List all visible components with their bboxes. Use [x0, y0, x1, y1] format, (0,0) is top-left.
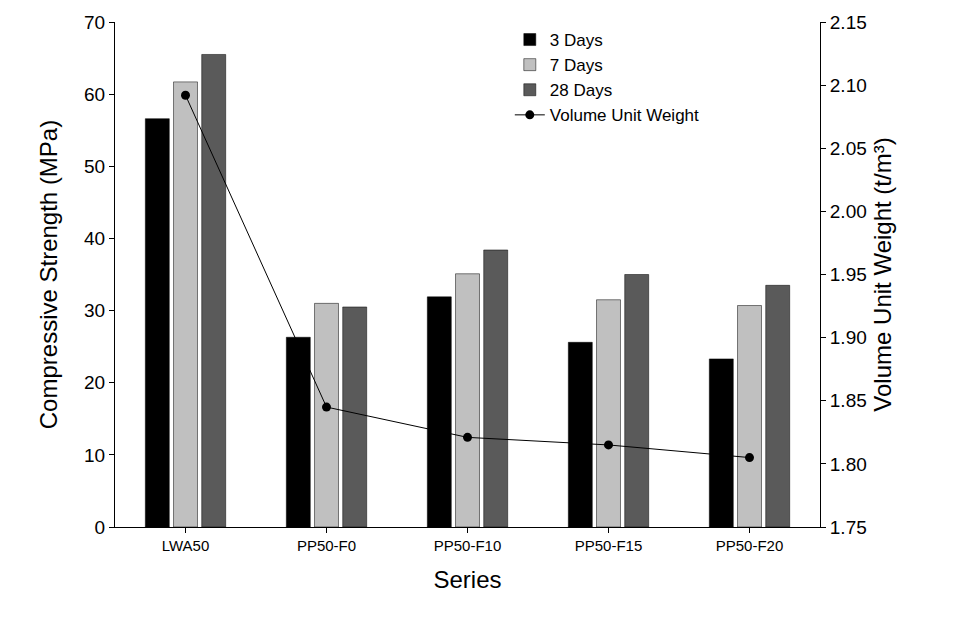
svg-text:20: 20 [84, 372, 105, 393]
svg-text:30: 30 [84, 300, 105, 321]
svg-text:LWA50: LWA50 [162, 537, 210, 554]
svg-text:2.00: 2.00 [830, 201, 867, 222]
svg-text:50: 50 [84, 156, 105, 177]
svg-text:Compressive Strength (MPa): Compressive Strength (MPa) [35, 120, 62, 429]
svg-text:60: 60 [84, 84, 105, 105]
svg-text:40: 40 [84, 228, 105, 249]
svg-text:PP50-F20: PP50-F20 [716, 537, 784, 554]
svg-text:Volume Unit Weight: Volume Unit Weight [550, 106, 699, 125]
svg-text:1.75: 1.75 [830, 517, 867, 538]
svg-text:1.80: 1.80 [830, 454, 867, 475]
svg-text:Series: Series [433, 566, 501, 593]
svg-text:28 Days: 28 Days [550, 81, 612, 100]
svg-text:0: 0 [95, 517, 106, 538]
svg-text:1.85: 1.85 [830, 390, 867, 411]
svg-text:70: 70 [84, 12, 105, 33]
svg-text:PP50-F15: PP50-F15 [575, 537, 643, 554]
svg-text:10: 10 [84, 445, 105, 466]
svg-text:3 Days: 3 Days [550, 31, 603, 50]
svg-text:2.05: 2.05 [830, 138, 867, 159]
svg-text:1.90: 1.90 [830, 327, 867, 348]
svg-text:2.10: 2.10 [830, 75, 867, 96]
svg-text:PP50-F0: PP50-F0 [297, 537, 356, 554]
svg-text:2.15: 2.15 [830, 12, 867, 33]
svg-text:PP50-F10: PP50-F10 [434, 537, 502, 554]
svg-text:1.95: 1.95 [830, 264, 867, 285]
svg-text:7 Days: 7 Days [550, 56, 603, 75]
svg-text:Volume Unit Weight (t/m³): Volume Unit Weight (t/m³) [869, 137, 896, 411]
